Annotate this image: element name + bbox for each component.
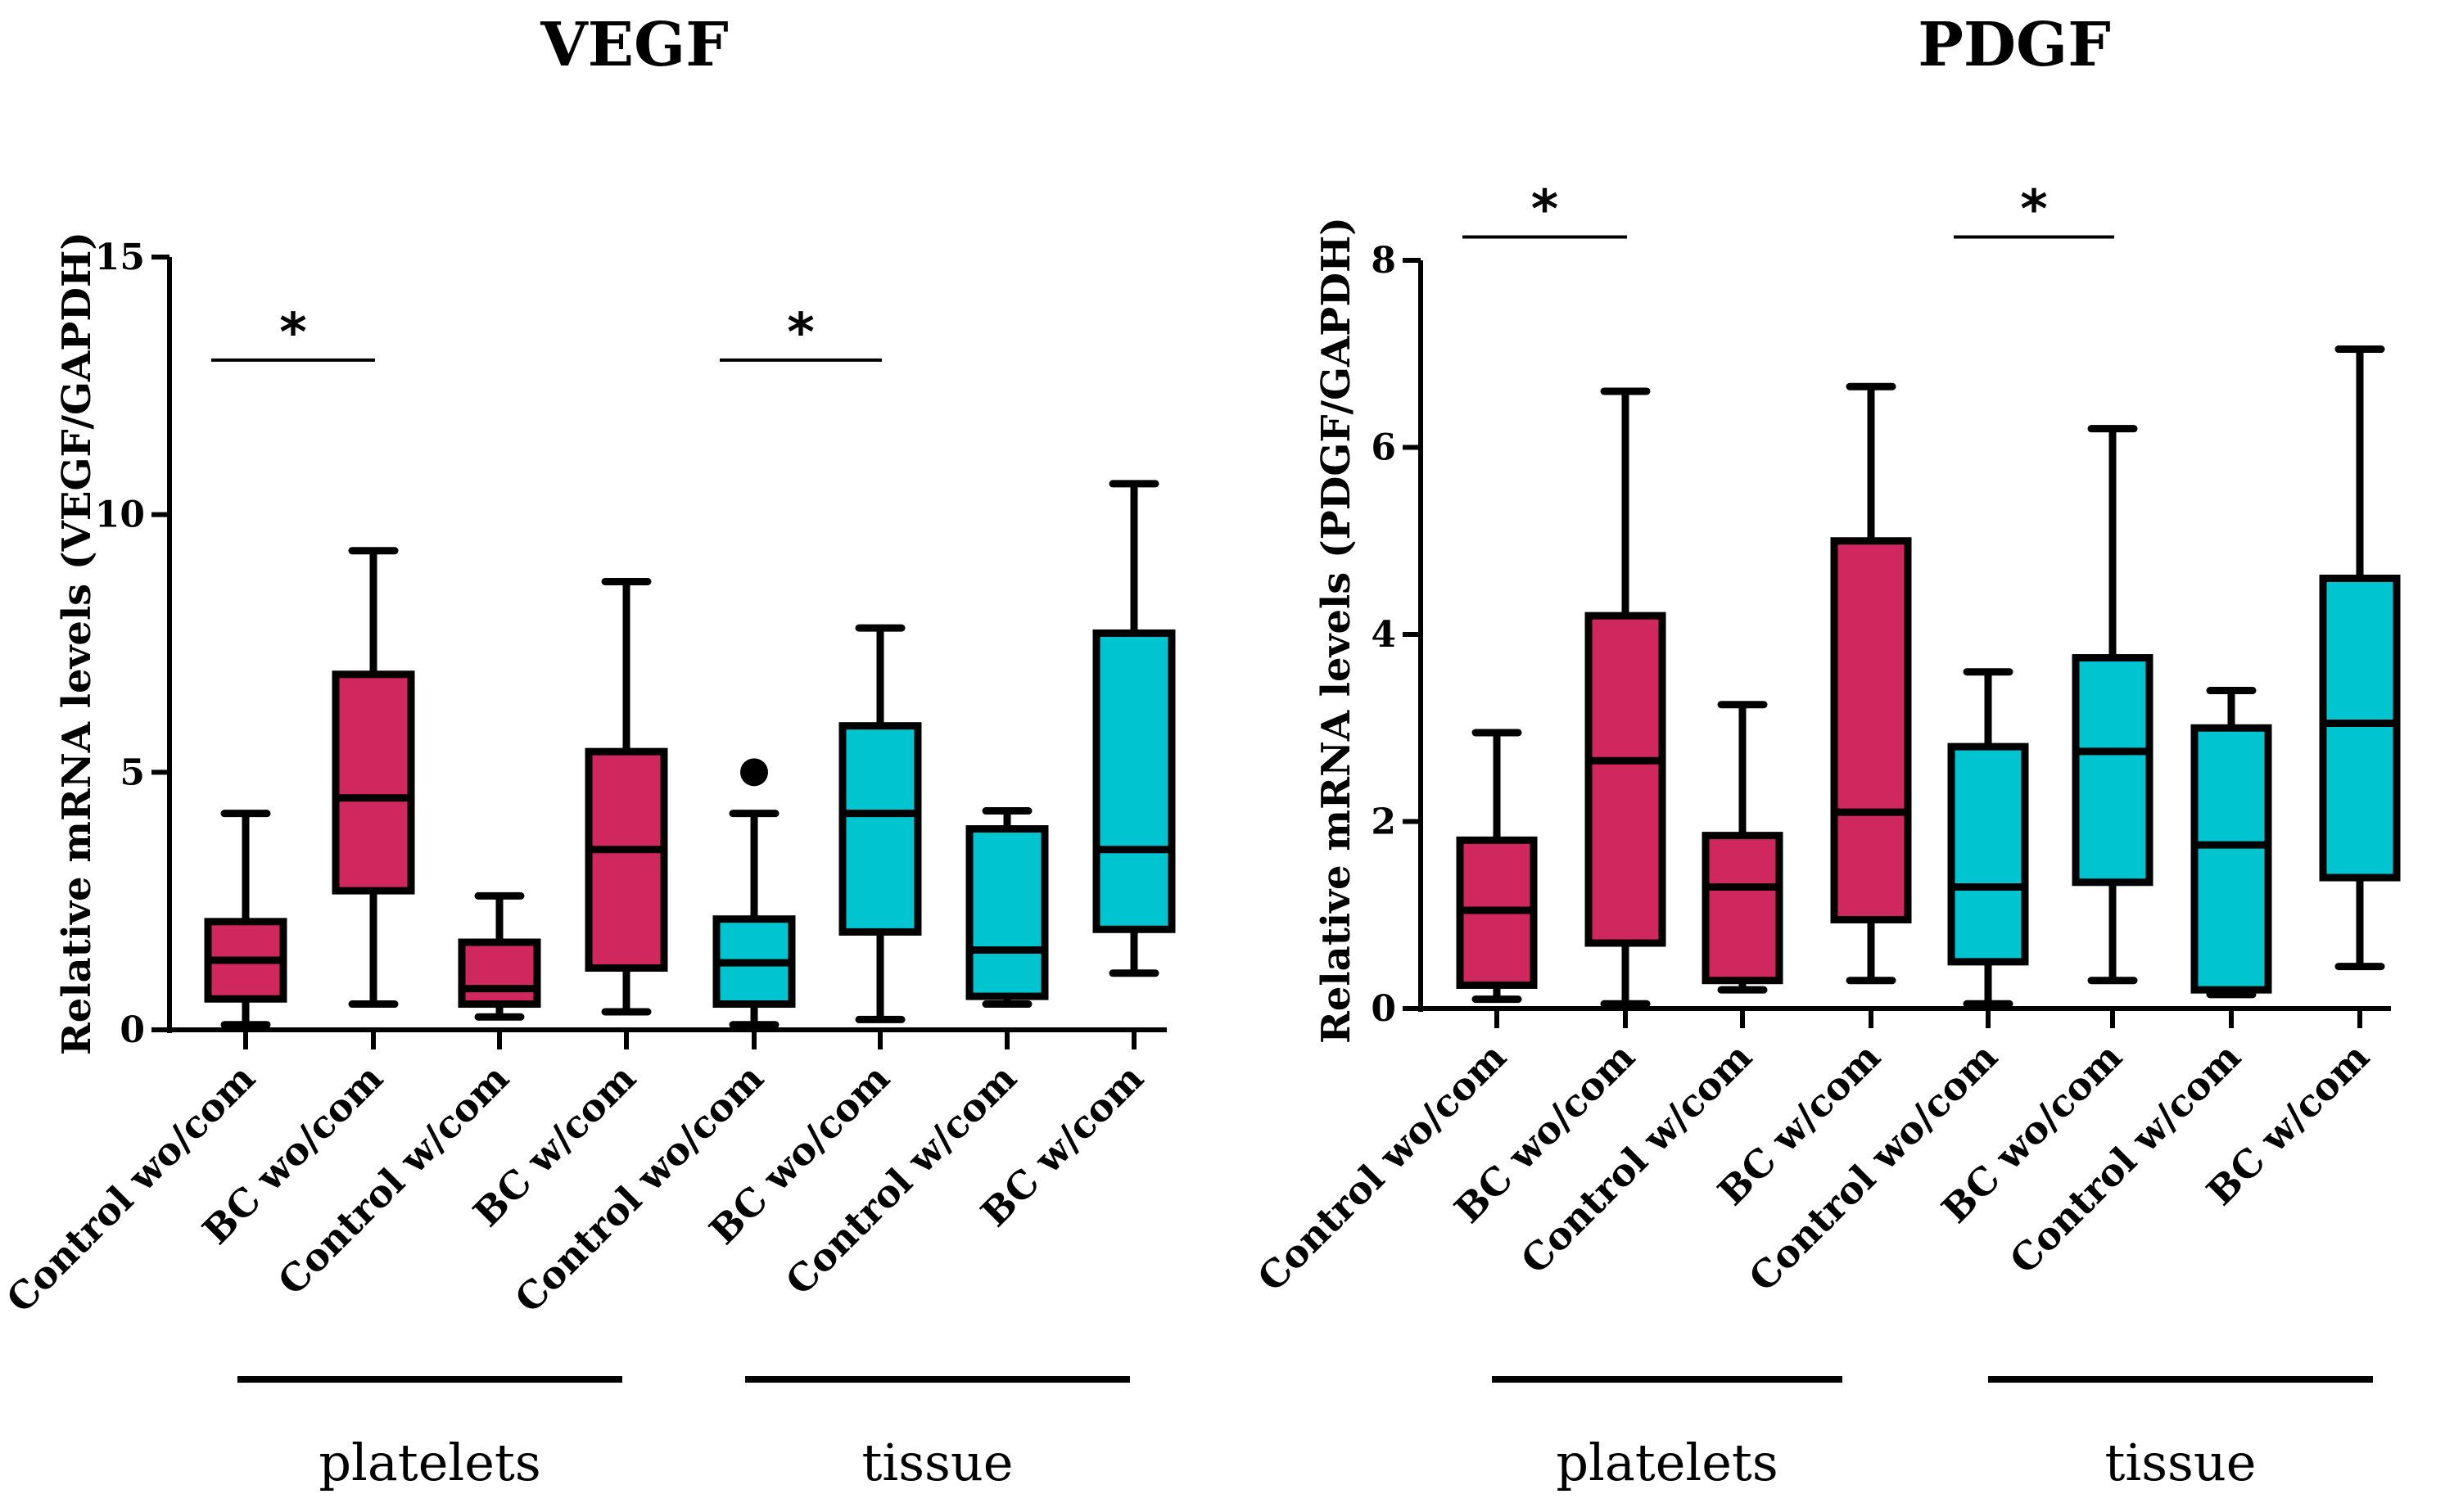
pdgf-group-label-platelets: platelets	[1556, 1433, 1778, 1492]
vegf-box-0	[204, 810, 287, 1029]
pdgf-y-tick-label: 0	[1371, 988, 1396, 1030]
pdgf-box-4	[1947, 668, 2029, 1008]
iqr-box	[458, 938, 541, 1009]
vegf-box-5	[838, 624, 922, 1023]
iqr-box	[965, 825, 1049, 1000]
iqr-box	[1947, 742, 2029, 966]
vegf-category-label: Control wo/com	[506, 1056, 771, 1321]
iqr-box	[1092, 629, 1176, 933]
vegf-y-tick-label: 10	[95, 494, 145, 536]
vegf-box-4	[712, 758, 796, 1029]
pdgf-box-0	[1456, 729, 1538, 1004]
pdgf-category-label: Control wo/com	[1249, 1035, 1514, 1300]
vegf-category-label: Control wo/com	[0, 1056, 264, 1321]
pdgf-box-7	[2319, 345, 2401, 971]
pdgf-group-label-tissue: tissue	[2104, 1433, 2256, 1492]
vegf-y-tick-label: 5	[120, 751, 145, 793]
pdgf-box-2	[1702, 701, 1783, 994]
vegf-y-tick-label: 0	[120, 1009, 145, 1051]
pdgf-significance-star: *	[2020, 179, 2047, 240]
vegf-box-2	[458, 891, 541, 1021]
vegf-box-3	[585, 577, 668, 1016]
vegf-category-label: Control w/com	[269, 1056, 517, 1304]
pdgf-y-tick-label: 6	[1371, 427, 1396, 469]
iqr-box	[2072, 654, 2153, 887]
pdgf-y-tick-label: 8	[1371, 240, 1396, 282]
pdgf-box-1	[1584, 387, 1666, 1008]
vegf-panel: VEGF Relative mRNA levels (VEGF/GAPDH) 0 5 1…	[0, 10, 1176, 1492]
pdgf-box-6	[2190, 687, 2272, 999]
iqr-box	[1584, 612, 1666, 947]
vegf-chart-title: VEGF	[540, 10, 729, 80]
iqr-box	[1830, 537, 1912, 923]
vegf-significance-star: *	[279, 303, 306, 363]
outlier-point	[740, 758, 768, 787]
vegf-y-axis-label: Relative mRNA levels (VEGF/GAPDH)	[54, 232, 100, 1055]
iqr-box	[2190, 724, 2272, 994]
pdgf-chart-title: PDGF	[1918, 10, 2111, 80]
pdgf-significance-star: *	[1531, 179, 1558, 240]
pdgf-y-tick-label: 4	[1371, 614, 1396, 656]
vegf-significance-star: *	[787, 303, 814, 363]
vegf-group-label-platelets: platelets	[319, 1433, 540, 1492]
pdgf-y-tick-label: 2	[1371, 801, 1396, 843]
iqr-box	[332, 670, 415, 895]
vegf-category-label: Control w/com	[777, 1056, 1025, 1304]
iqr-box	[2319, 574, 2401, 882]
pdgf-category-label: Control w/com	[2001, 1035, 2249, 1283]
iqr-box	[585, 747, 668, 972]
vegf-group-label-tissue: tissue	[861, 1433, 1013, 1492]
pdgf-box-3	[1830, 382, 1912, 985]
pdgf-y-axis-label: Relative mRNA levels (PDGF/GAPDH)	[1313, 217, 1359, 1044]
pdgf-box-5	[2072, 425, 2153, 985]
vegf-box-6	[965, 807, 1049, 1009]
vegf-y-tick-label: 15	[95, 237, 145, 278]
iqr-box	[1702, 832, 1783, 985]
vegf-box-7	[1092, 480, 1176, 977]
pdgf-panel: PDGF Relative mRNA levels (PDGF/GAPDH) 0 2 4…	[1249, 10, 2401, 1492]
vegf-box-1	[332, 547, 415, 1009]
iqr-box	[838, 722, 922, 936]
